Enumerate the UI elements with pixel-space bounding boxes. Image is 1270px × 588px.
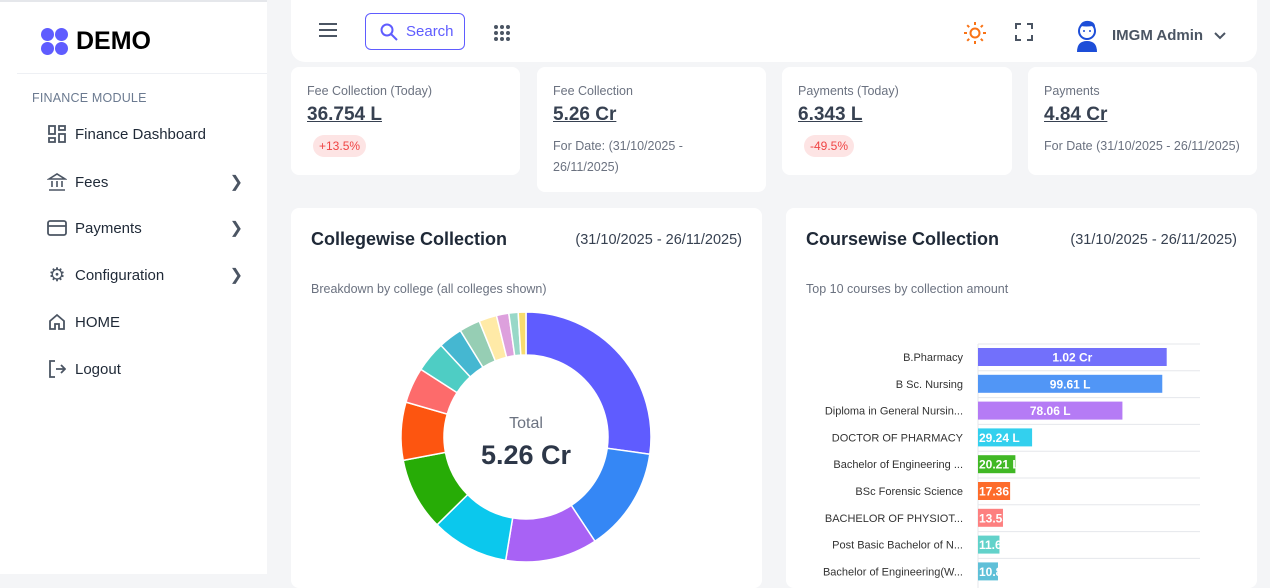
home-icon: [47, 312, 67, 332]
chart-title: Coursewise Collection: [806, 229, 1000, 249]
category-label: BSc Forensic Science: [855, 486, 963, 498]
bar-value-label: 17.36: [979, 485, 1009, 499]
sidebar-item-label: Configuration: [75, 266, 165, 284]
apps-grid-icon[interactable]: [493, 24, 511, 47]
stat-card-payments: Payments 4.84 Cr For Date (31/10/2025 - …: [1028, 67, 1257, 175]
stat-card-payments-today: Payments (Today) 6.343 L -49.5%: [782, 67, 1012, 175]
chart-date-range: (31/10/2025 - 26/11/2025): [1070, 232, 1237, 248]
sidebar-item-logout[interactable]: Logout: [47, 354, 247, 384]
category-label: B.Pharmacy: [903, 352, 963, 364]
top-header: Search IMGM Admin: [291, 0, 1257, 62]
brand-name: DEMO: [76, 27, 151, 55]
bar-value-label: 11.6: [979, 538, 1002, 552]
bar-value-label: 20.21 L: [979, 458, 1020, 472]
category-label: Diploma in General Nursin...: [825, 406, 963, 418]
sidebar-item-label: Logout: [75, 360, 121, 378]
bar-value-label: 78.06 L: [1030, 404, 1071, 418]
chevron-right-icon: ❯: [229, 220, 243, 237]
sidebar-item-label: Payments: [75, 219, 142, 237]
stat-value[interactable]: 36.754 L: [307, 104, 382, 125]
stat-label: Payments: [1044, 84, 1100, 98]
bank-icon: [47, 172, 67, 192]
user-name[interactable]: IMGM Admin: [1112, 27, 1204, 44]
search-icon: [380, 23, 398, 41]
chevron-right-icon: ❯: [229, 174, 243, 191]
category-label: BACHELOR OF PHYSIOT...: [825, 513, 963, 525]
category-label: DOCTOR OF PHARMACY: [832, 432, 964, 444]
avatar[interactable]: [1074, 18, 1100, 57]
sidebar-item-fees[interactable]: Fees ❯: [47, 167, 247, 197]
section-label: FINANCE MODULE: [32, 91, 147, 105]
stat-label: Payments (Today): [798, 84, 899, 98]
chevron-down-icon[interactable]: [1213, 28, 1227, 46]
chart-subtitle: Top 10 courses by collection amount: [806, 282, 1009, 296]
chart-subtitle: Breakdown by college (all colleges shown…: [311, 282, 547, 296]
stat-card-fee-collection: Fee Collection 5.26 Cr For Date: (31/10/…: [537, 67, 766, 192]
bar-value-label: 99.61 L: [1050, 377, 1091, 391]
bar[interactable]: [978, 482, 1011, 500]
coursewise-chart-card: Coursewise Collection (31/10/2025 - 26/1…: [786, 208, 1257, 588]
collegewise-chart-card: Collegewise Collection (31/10/2025 - 26/…: [291, 208, 762, 588]
chevron-right-icon: ❯: [229, 267, 243, 284]
change-badge: -49.5%: [804, 135, 855, 157]
search-label: Search: [406, 23, 454, 40]
bar[interactable]: [978, 401, 1123, 420]
stat-value[interactable]: 6.343 L: [798, 104, 863, 125]
donut-slice[interactable]: [525, 311, 652, 456]
bar[interactable]: [978, 348, 1167, 366]
stat-label: Fee Collection (Today): [307, 84, 433, 98]
divider: [17, 73, 267, 74]
logo-icon: [41, 28, 68, 55]
category-label: B Sc. Nursing: [896, 379, 963, 391]
bar-value-label: 13.53: [979, 511, 1009, 525]
stat-label: Fee Collection: [553, 84, 633, 98]
dashboard-icon: [47, 124, 67, 144]
sidebar-item-payments[interactable]: Payments ❯: [47, 213, 247, 243]
chart-date-range: (31/10/2025 - 26/11/2025): [575, 232, 742, 248]
bar-value-label: 10.8: [979, 565, 1003, 579]
sidebar-item-configuration[interactable]: ⚙ Configuration ❯: [47, 260, 247, 290]
category-label: Bachelor of Engineering ...: [833, 459, 963, 471]
sidebar-item-home[interactable]: HOME: [47, 307, 247, 337]
sidebar: DEMO FINANCE MODULE Finance Dashboard Fe…: [0, 0, 267, 574]
sidebar-item-finance-dashboard[interactable]: Finance Dashboard: [47, 119, 247, 149]
bar-value-label: 29.24 L: [979, 431, 1020, 445]
bar-value-label: 1.02 Cr: [1052, 351, 1092, 365]
donut-slice[interactable]: [517, 311, 527, 356]
logo[interactable]: DEMO: [41, 27, 151, 56]
sidebar-item-label: HOME: [75, 313, 120, 331]
change-badge: +13.5%: [313, 135, 367, 157]
stat-date-range: For Date (31/10/2025 - 26/11/2025): [1044, 139, 1240, 153]
logout-icon: [47, 359, 67, 379]
credit-card-icon: [47, 218, 67, 238]
category-label: Bachelor of Engineering(W...: [823, 566, 963, 578]
bar-chart: B.Pharmacy 1.02 Cr B Sc. Nursing 99.61 L Dip…: [823, 343, 1200, 588]
bar[interactable]: [978, 455, 1016, 474]
category-label: Post Basic Bachelor of N...: [832, 540, 963, 552]
bar[interactable]: [978, 508, 1003, 527]
chart-title: Collegewise Collection: [311, 229, 508, 249]
donut-center-value: 5.26 Cr: [481, 440, 572, 470]
sidebar-item-label: Finance Dashboard: [75, 125, 206, 143]
search-button[interactable]: Search: [365, 13, 465, 50]
bar[interactable]: [978, 428, 1033, 447]
gear-icon: ⚙: [48, 264, 66, 286]
stat-date-range: For Date: (31/10/2025 - 26/11/2025): [553, 139, 683, 174]
donut-chart: Total 5.26 Cr: [400, 311, 652, 563]
menu-icon[interactable]: [318, 22, 338, 43]
bar[interactable]: [978, 535, 1000, 554]
stat-card-fee-today: Fee Collection (Today) 36.754 L +13.5%: [291, 67, 520, 175]
sidebar-item-label: Fees: [75, 173, 109, 191]
fullscreen-icon[interactable]: [1015, 23, 1033, 46]
stat-value[interactable]: 5.26 Cr: [553, 104, 617, 125]
sun-icon[interactable]: [963, 21, 987, 50]
stat-value[interactable]: 4.84 Cr: [1044, 104, 1108, 125]
donut-center-label: Total: [509, 415, 543, 432]
bar[interactable]: [978, 374, 1163, 393]
